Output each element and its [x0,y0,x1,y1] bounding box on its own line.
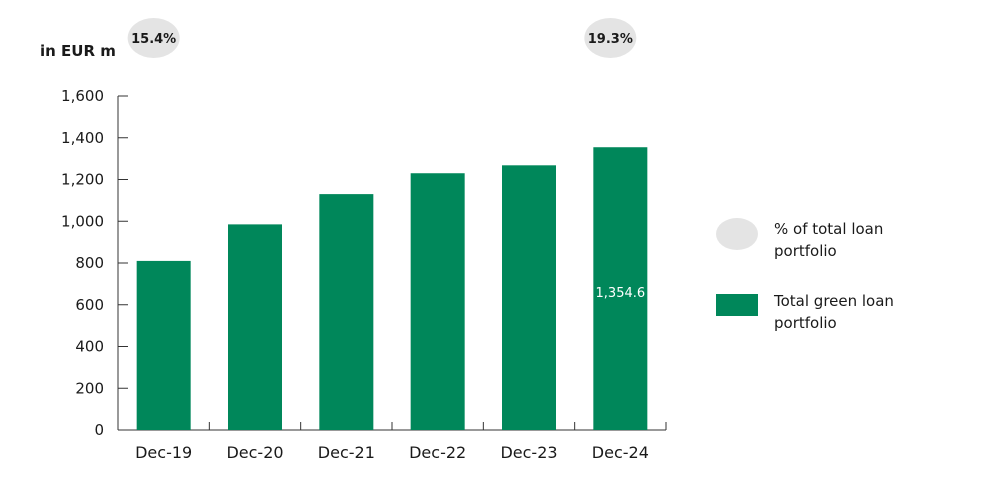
y-axis-unit-label: in EUR m [40,42,116,60]
x-tick-label: Dec-23 [500,443,557,462]
legend-label-portfolio: Total green loan portfolio [774,292,894,332]
share-bubble-label: 15.4% [131,32,176,47]
bar-data-label: 1,354.6 [596,286,646,301]
y-tick-label: 1,200 [61,171,104,189]
share-bubble [127,18,180,58]
share-bubble-label: 19.3% [588,32,633,47]
y-tick-label: 1,400 [61,129,104,147]
x-tick-label: Dec-22 [409,443,466,462]
y-tick-label: 600 [75,296,104,314]
bar [319,194,374,430]
y-tick-label: 0 [94,421,104,439]
y-tick-label: 800 [75,254,104,272]
legend-item-portfolio: Total green loan portfolio [716,290,904,334]
chart-legend: % of total loan portfolio Total green lo… [716,0,996,480]
legend-swatch-share [716,218,758,250]
legend-item-share: % of total loan portfolio [716,218,904,262]
legend-label-share: % of total loan portfolio [774,220,884,260]
x-tick-label: Dec-21 [318,443,375,462]
y-tick-label: 1,600 [61,87,104,105]
legend-swatch-portfolio [716,294,758,316]
y-tick-label: 1,000 [61,212,104,230]
bar [593,147,648,431]
x-tick-label: Dec-19 [135,443,192,462]
bar [228,224,282,430]
bar [136,260,191,430]
share-bubble [584,18,637,58]
x-tick-label: Dec-24 [592,443,649,462]
bar [410,173,465,431]
y-tick-label: 200 [75,379,104,397]
y-tick-label: 400 [75,338,104,356]
x-tick-label: Dec-20 [226,443,283,462]
bar [502,165,556,430]
